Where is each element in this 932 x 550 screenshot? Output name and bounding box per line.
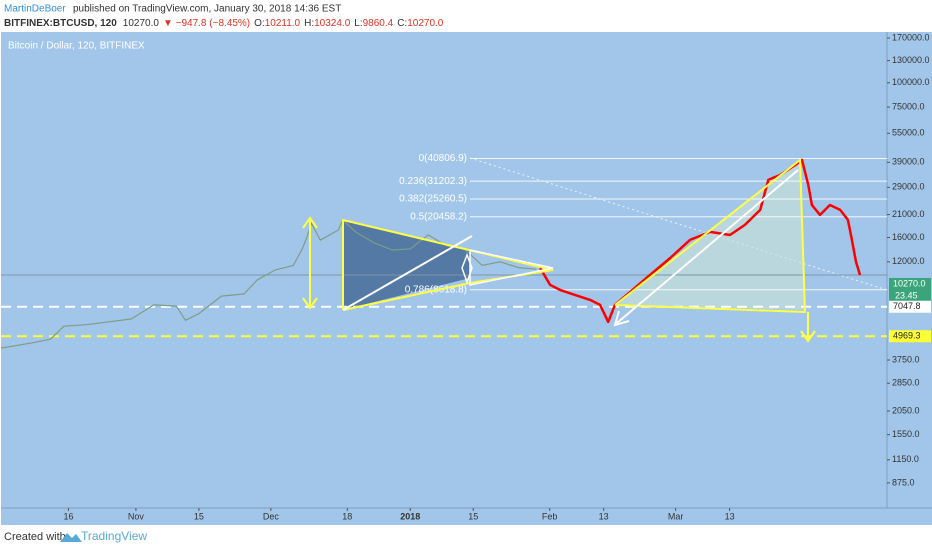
triangle-fill <box>615 160 805 310</box>
x-tick-label: Feb <box>542 511 558 521</box>
price-line-series <box>539 158 862 324</box>
y-tick-label: 29000.0 <box>892 182 925 192</box>
x-tick-label: 13 <box>725 511 735 521</box>
chart-title: Bitcoin / Dollar, 120, BITFINEX <box>8 41 145 52</box>
y-tick-label: 39000.0 <box>892 157 925 167</box>
x-tick-label: 13 <box>599 511 609 521</box>
arrowhead <box>302 216 318 229</box>
symbol: BITFINEX:BTCUSD, 120 <box>4 18 117 29</box>
drawings <box>302 157 816 343</box>
x-tick-label: Nov <box>128 511 145 521</box>
ohlc-key: C: <box>397 18 407 29</box>
price-label: 10270.0 <box>893 278 926 288</box>
y-tick-label: 16000.0 <box>892 232 925 242</box>
fib-label: 0.5(20458.2) <box>410 211 467 222</box>
y-tick-label: 21000.0 <box>892 209 925 219</box>
x-tick-label: 16 <box>63 511 73 521</box>
x-tick-label: 2018 <box>400 511 420 521</box>
ohlc-value: 10211.0 <box>265 18 301 29</box>
white-line <box>342 235 473 311</box>
y-tick-label: 1550.0 <box>892 429 920 439</box>
triangle <box>614 157 807 314</box>
y-tick-label: 75000.0 <box>892 101 925 111</box>
price-label-box <box>889 300 931 313</box>
triangle <box>469 249 554 286</box>
fib-label: 0.236(31202.3) <box>399 176 467 187</box>
price-label-box <box>889 330 931 343</box>
fib-label: 0.382(25260.5) <box>399 194 467 205</box>
y-tick-label: 170000.0 <box>892 32 930 42</box>
y-tick-label: 100000.0 <box>892 77 930 87</box>
arrow <box>461 252 473 285</box>
x-tick-label: 15 <box>468 511 478 521</box>
drawings: 0(40806.9) 0.236(31202.3) 0.382(25260.5) 0.… <box>1 153 888 338</box>
y-tick-label: 3750.0 <box>892 354 920 364</box>
footer-brand[interactable]: TradingView <box>81 529 147 543</box>
y-tick-label: 12000.0 <box>892 256 925 266</box>
y-tick-label: 130000.0 <box>892 55 930 65</box>
y-tick-label: 2850.0 <box>892 378 920 388</box>
change: ▼ −947.8 (−8.45%) <box>163 18 250 29</box>
arrowhead <box>302 297 318 310</box>
price-axis <box>887 32 932 508</box>
price-label: 4969.3 <box>893 331 921 341</box>
x-tick-label: 15 <box>194 511 204 521</box>
ohlc-key: H: <box>304 18 314 29</box>
ohlc-value: 10270.0 <box>407 18 444 29</box>
triangle <box>342 218 554 311</box>
y-tick-label: 875.0 <box>892 477 915 487</box>
price-label: 7047.8 <box>893 301 921 311</box>
ohlc-value: 9860.4 <box>363 18 394 29</box>
logo <box>60 533 82 542</box>
x-tick-label: Mar <box>668 511 684 521</box>
y-tick-label: 55000.0 <box>892 128 925 138</box>
ohlc-key: L: <box>354 18 362 29</box>
y-tick-label: 2050.0 <box>892 405 920 415</box>
symbol-line: BITFINEX:BTCUSD, 120 10270.0 ▼ −947.8 (−8.… <box>4 18 444 29</box>
footer-text: Created with <box>4 531 66 543</box>
last: 10270.0 <box>123 18 160 29</box>
x-tick-label: Dec <box>263 511 280 521</box>
author[interactable]: MartinDeBoer <box>4 4 66 15</box>
countdown: 23.45 <box>895 290 918 300</box>
arrowhead <box>613 310 630 327</box>
time-axis <box>1 508 932 525</box>
ohlc-value: 10324.0 <box>314 18 351 29</box>
published: published on TradingView.com, January 30… <box>73 4 341 15</box>
price-label-box <box>889 277 931 302</box>
x-tick-label: 18 <box>342 511 352 521</box>
ohlc-key: O: <box>254 18 265 29</box>
y-tick-label: 1150.0 <box>892 454 919 464</box>
fib-label: 0(40806.9) <box>419 153 467 164</box>
arrow <box>616 169 799 324</box>
arrowhead <box>800 330 816 343</box>
